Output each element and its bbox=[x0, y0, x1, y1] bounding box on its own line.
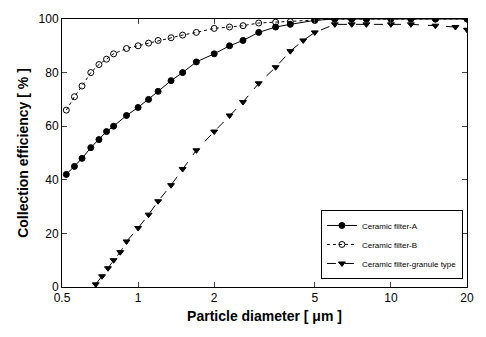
svg-text:100: 100 bbox=[39, 12, 59, 26]
svg-text:1: 1 bbox=[135, 291, 142, 305]
svg-text:Particle diameter [ μm ]: Particle diameter [ μm ] bbox=[187, 308, 342, 324]
svg-text:Ceramic filter-A: Ceramic filter-A bbox=[362, 222, 418, 231]
svg-text:0.5: 0.5 bbox=[54, 291, 71, 305]
svg-text:0: 0 bbox=[52, 280, 59, 294]
svg-text:40: 40 bbox=[45, 173, 59, 187]
svg-text:20: 20 bbox=[460, 291, 474, 305]
svg-text:2: 2 bbox=[211, 291, 218, 305]
svg-text:5: 5 bbox=[311, 291, 318, 305]
svg-text:Ceramic filter-B: Ceramic filter-B bbox=[362, 241, 417, 250]
svg-text:80: 80 bbox=[45, 66, 59, 80]
svg-text:10: 10 bbox=[384, 291, 398, 305]
svg-text:Ceramic filter-granule type: Ceramic filter-granule type bbox=[362, 260, 456, 269]
svg-text:60: 60 bbox=[45, 119, 59, 133]
svg-text:20: 20 bbox=[45, 227, 59, 241]
svg-text:Collection efficiency [ % ]: Collection efficiency [ % ] bbox=[15, 68, 31, 238]
